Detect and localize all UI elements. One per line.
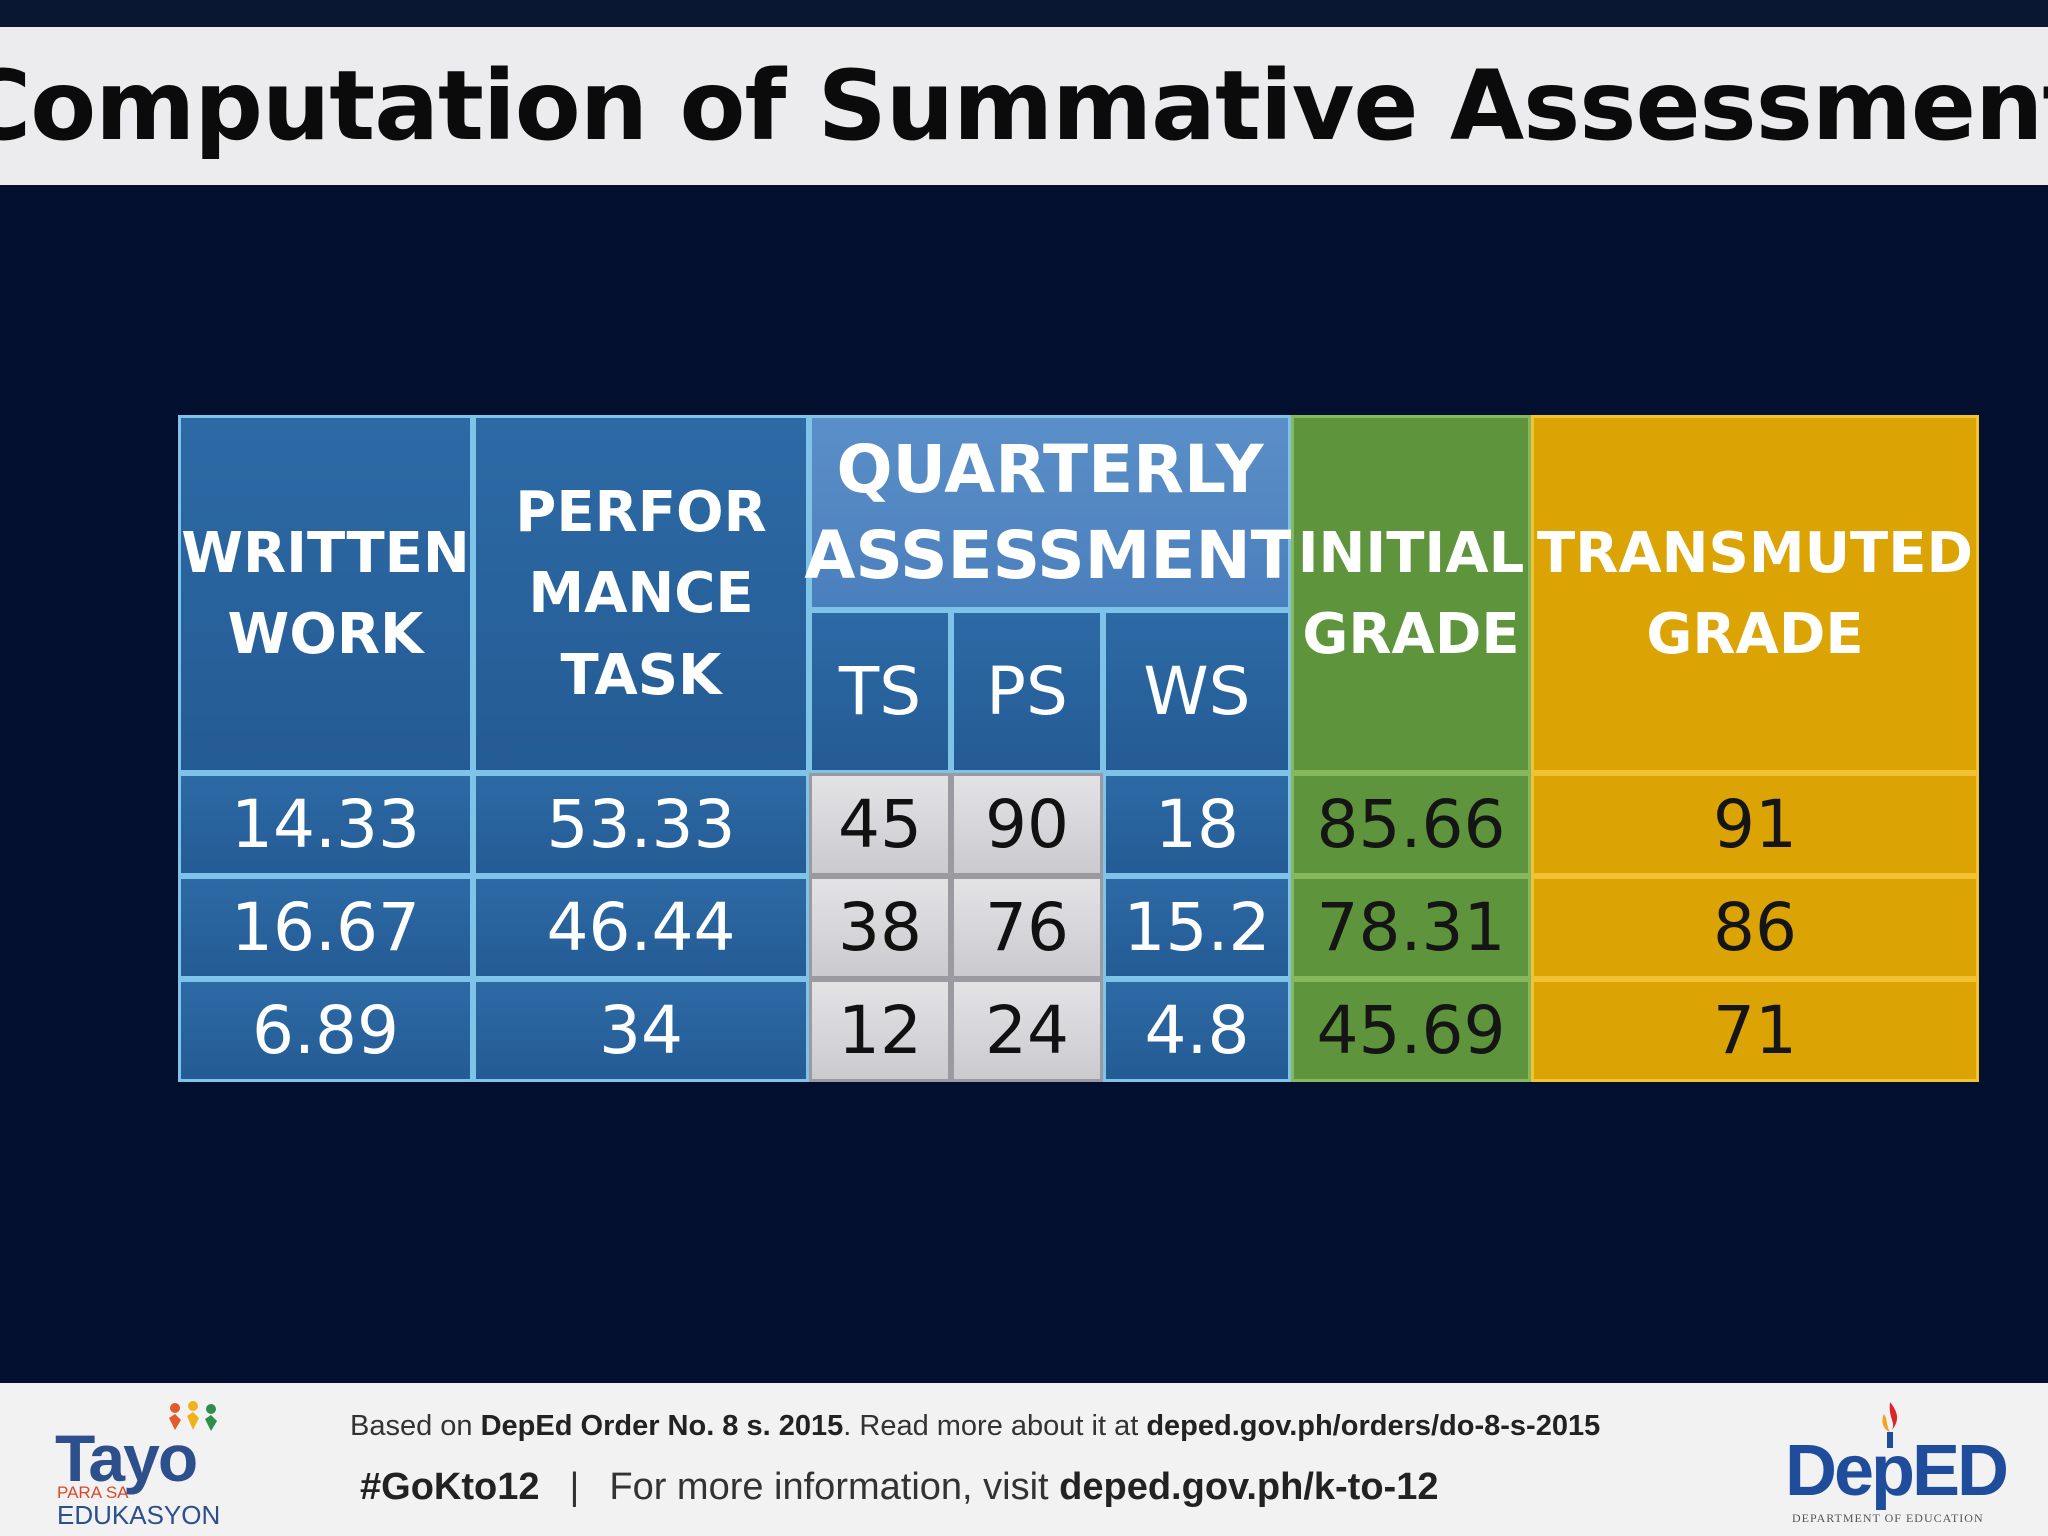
footer-order-ref: DepEd Order No. 8 s. 2015 [480,1410,844,1442]
cell-value: 45.69 [1316,991,1506,1069]
cell-ts: 45 [809,773,951,876]
footer-hashtag: #GoKto12 [360,1466,540,1508]
header-initial-grade: INITIAL GRADE [1291,415,1531,773]
deped-logo-word: DepED [1785,1431,2009,1511]
cell-value: 91 [1713,785,1797,863]
cell-value: 4.8 [1144,991,1250,1069]
cell-ps: 90 [951,773,1103,876]
header-performance-task: PERFOR MANCE TASK [473,415,809,773]
deped-logo: DepED DEPARTMENT OF EDUCATION [1785,1400,2015,1530]
cell-ts: 38 [809,876,951,979]
cell-performance-task: 46.44 [473,876,809,979]
cell-written-work: 16.67 [178,876,473,979]
cell-value: 46.44 [546,888,736,966]
cell-value: 34 [599,991,683,1069]
cell-value: 15.2 [1123,888,1271,966]
header-ts-label: TS [838,652,922,730]
header-ws-label: WS [1143,652,1251,730]
header-performance-task-line2: MANCE [528,561,754,627]
top-strip [0,0,2048,27]
title-band: Computation of Summative Assessment [0,27,2048,185]
header-performance-task-line1: PERFOR [515,480,767,546]
cell-initial-grade: 45.69 [1291,979,1531,1082]
cell-ws: 4.8 [1103,979,1291,1082]
header-initial-line2: GRADE [1302,602,1520,667]
header-written-work-line1: WRITTEN [181,520,470,586]
header-quarterly-assessment: QUARTERLY ASSESSMENT [804,415,1296,610]
cell-transmuted-grade: 91 [1531,773,1979,876]
footer [0,1383,2048,1536]
cell-transmuted-grade: 86 [1531,876,1979,979]
cell-performance-task: 53.33 [473,773,809,876]
cell-value: 12 [838,991,922,1069]
header-initial-line1: INITIAL [1297,520,1525,586]
cell-value: 86 [1713,888,1797,966]
footer-separator: | [569,1466,580,1508]
header-performance-task-line3: TASK [560,642,722,708]
cell-performance-task: 34 [473,979,809,1082]
torch-icon [1882,1402,1898,1448]
footer-order-link[interactable]: deped.gov.ph/orders/do-8-s-2015 [1146,1410,1601,1442]
header-transmuted-grade: TRANSMUTED GRADE [1531,415,1979,773]
header-ws: WS [1103,610,1291,773]
cell-value: 90 [985,785,1069,863]
cell-ps: 76 [951,876,1103,979]
footer-line2-text: For more information, visit [609,1466,1060,1508]
header-written-work: WRITTEN WORK [178,415,473,773]
header-ps-label: PS [986,652,1068,730]
footer-reference-line: Based on DepEd Order No. 8 s. 2015. Read… [350,1410,1600,1443]
cell-ws: 18 [1103,773,1291,876]
cell-value: 24 [985,991,1069,1069]
cell-value: 38 [838,888,922,966]
cell-value: 85.66 [1316,785,1506,863]
cell-ws: 15.2 [1103,876,1291,979]
cell-value: 53.33 [546,785,736,863]
cell-written-work: 6.89 [178,979,473,1082]
page-title: Computation of Summative Assessment [0,50,2048,162]
tayo-figures-icon [169,1401,217,1431]
header-ps: PS [951,610,1103,773]
cell-value: 14.33 [231,785,420,863]
cell-value: 18 [1155,785,1239,863]
header-ts: TS [809,610,951,773]
cell-ts: 12 [809,979,951,1082]
footer-k12-link[interactable]: deped.gov.ph/k-to-12 [1059,1466,1439,1508]
footer-line1-prefix: Based on [350,1410,481,1442]
cell-transmuted-grade: 71 [1531,979,1979,1082]
cell-value: 71 [1713,991,1797,1069]
deped-logo-sub: DEPARTMENT OF EDUCATION [1792,1511,1984,1525]
cell-ps: 24 [951,979,1103,1082]
tayo-logo-sub1: PARA SA [57,1483,129,1502]
footer-info-line: #GoKto12 | For more information, visit dep… [360,1466,1438,1509]
cell-value: 45 [838,785,922,863]
header-quarterly-line1: QUARTERLY [836,430,1264,508]
footer-line1-mid: . Read more about it at [843,1410,1147,1442]
header-written-work-line2: WORK [227,602,424,667]
cell-value: 78.31 [1316,888,1506,966]
cell-initial-grade: 78.31 [1291,876,1531,979]
header-transmuted-line1: TRANSMUTED [1537,520,1973,586]
tayo-logo: Tayo PARA SA EDUKASYON [55,1400,235,1530]
cell-initial-grade: 85.66 [1291,773,1531,876]
tayo-logo-word: Tayo [55,1421,198,1495]
header-transmuted-line2: GRADE [1646,602,1864,667]
cell-value: 16.67 [231,888,420,966]
cell-written-work: 14.33 [178,773,473,876]
cell-value: 76 [985,888,1069,966]
header-quarterly-line2: ASSESSMENT [804,516,1296,594]
cell-value: 6.89 [252,991,399,1069]
tayo-logo-sub2: EDUKASYON [57,1500,221,1530]
